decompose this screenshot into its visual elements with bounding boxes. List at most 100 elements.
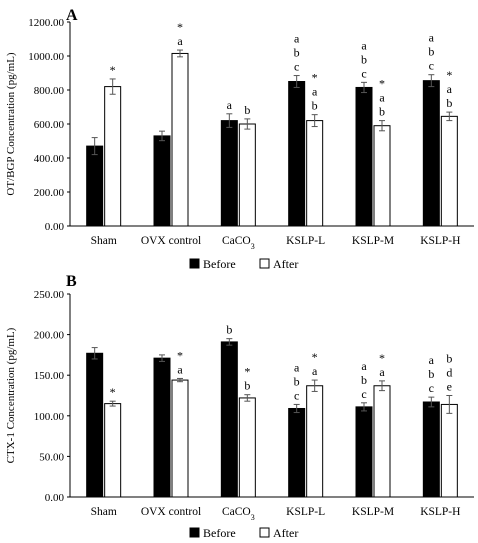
bar-before-caco3 — [220, 341, 238, 498]
significance-mark: b — [379, 105, 385, 119]
significance-mark: b — [312, 99, 318, 113]
x-tick-label-main: KSLP-H — [420, 506, 460, 518]
y-tick-label: 800.00 — [34, 85, 65, 97]
significance-mark: a — [227, 98, 233, 112]
x-tick-label: Sham — [91, 235, 117, 247]
bar-before-kslp-h — [422, 401, 440, 498]
significance-mark: a — [429, 353, 435, 367]
legend-label-after: After — [273, 257, 298, 271]
bar-before-kslp-l — [288, 407, 306, 498]
y-tick-label: 250.00 — [34, 289, 65, 301]
x-tick-label: Sham — [91, 506, 117, 518]
bar-after-kslp-h — [440, 115, 458, 227]
x-tick-label-main: KSLP-L — [286, 506, 325, 518]
bar-before-kslp-m — [355, 86, 373, 227]
significance-mark: a — [447, 82, 453, 96]
x-tick-label-main: CaCO — [222, 235, 251, 247]
legend-swatch-after — [259, 527, 270, 538]
x-tick-label: KSLP-H — [420, 506, 460, 518]
bar-before-ovx-control — [153, 135, 171, 227]
bar-after-sham — [104, 86, 122, 227]
significance-mark: a — [294, 360, 300, 374]
significance-mark: * — [379, 351, 385, 365]
significance-mark: b — [361, 373, 367, 387]
bar-before-ovx-control — [153, 357, 171, 498]
significance-mark: b — [244, 103, 250, 117]
significance-mark: a — [379, 365, 385, 379]
legend-label-after: After — [273, 526, 298, 540]
x-tick-label-subscript: 3 — [251, 513, 255, 522]
x-tick-label-main: KSLP-M — [352, 506, 394, 518]
significance-mark: c — [361, 66, 366, 80]
significance-mark: b — [226, 323, 232, 337]
x-tick-label: KSLP-L — [286, 235, 325, 247]
bar-after-caco3 — [238, 397, 256, 498]
chart-panel-a: A OT/BGP Concentration (pg/mL) 0.00 200.00 4… — [5, 7, 474, 271]
bar-after-caco3 — [238, 123, 256, 227]
y-tick-label: 1200.00 — [28, 17, 64, 29]
bar-after-kslp-l — [306, 120, 324, 227]
significance-mark: c — [429, 381, 434, 395]
x-tick-label: OVX control — [141, 506, 201, 518]
legend-swatch-before — [189, 258, 200, 269]
significance-mark: a — [361, 38, 367, 52]
y-tick-label: 0.00 — [45, 221, 65, 233]
y-tick-label: 200.00 — [34, 330, 65, 342]
significance-mark: a — [177, 362, 183, 376]
significance-mark: b — [428, 367, 434, 381]
bar-after-kslp-h — [440, 403, 458, 498]
bar-before-sham — [86, 352, 104, 498]
legend-label-before: Before — [203, 257, 236, 271]
x-tick-label-main: KSLP-M — [352, 235, 394, 247]
y-tick-label: 50.00 — [39, 451, 64, 463]
x-tick-label: OVX control — [141, 235, 201, 247]
significance-mark: a — [429, 31, 435, 45]
significance-mark: c — [429, 59, 434, 73]
significance-mark: b — [446, 352, 452, 366]
significance-mark: * — [312, 71, 318, 85]
y-axis-label: OT/BGP Concentration (pg/mL) — [5, 52, 17, 196]
chart-panel-b: B CTX-1 Concentration (pg/mL) 0.00 50.00 100… — [5, 273, 474, 540]
significance-mark: * — [379, 77, 385, 91]
bar-after-ovx-control — [171, 379, 189, 498]
significance-mark: a — [294, 32, 300, 46]
x-tick-label-main: Sham — [91, 506, 117, 518]
bar-before-kslp-l — [288, 81, 306, 227]
significance-mark: * — [177, 20, 183, 34]
significance-mark: b — [428, 45, 434, 59]
legend: Before After — [189, 257, 298, 271]
significance-mark: b — [294, 46, 300, 60]
significance-mark: a — [361, 359, 367, 373]
x-tick-label: CaCO3 — [222, 235, 255, 251]
significance-mark: d — [446, 366, 452, 380]
bar-before-kslp-h — [422, 80, 440, 227]
significance-mark: c — [294, 388, 299, 402]
x-tick-label-main: OVX control — [141, 235, 201, 247]
x-tick-label-main: KSLP-H — [420, 235, 460, 247]
bar-before-kslp-m — [355, 406, 373, 498]
panel-label: B — [66, 273, 77, 290]
y-tick-label: 100.00 — [34, 411, 65, 423]
y-tick-label: 200.00 — [34, 187, 65, 199]
y-tick-label: 400.00 — [34, 153, 65, 165]
bar-after-kslp-m — [373, 125, 391, 227]
y-tick-label: 1000.00 — [28, 51, 64, 63]
significance-mark: b — [244, 379, 250, 393]
legend-swatch-after — [259, 258, 270, 269]
x-tick-label-main: KSLP-L — [286, 235, 325, 247]
significance-mark: c — [361, 387, 366, 401]
y-tick-label: 600.00 — [34, 119, 65, 131]
significance-mark: * — [312, 350, 318, 364]
x-tick-label-subscript: 3 — [251, 242, 255, 251]
significance-mark: b — [446, 96, 452, 110]
x-tick-label-main: Sham — [91, 235, 117, 247]
significance-mark: a — [312, 364, 318, 378]
significance-mark: b — [361, 52, 367, 66]
significance-mark: b — [294, 374, 300, 388]
bar-after-sham — [104, 403, 122, 498]
significance-mark: e — [447, 380, 452, 394]
legend-swatch-before — [189, 527, 200, 538]
x-tick-label: KSLP-H — [420, 235, 460, 247]
legend-label-before: Before — [203, 526, 236, 540]
